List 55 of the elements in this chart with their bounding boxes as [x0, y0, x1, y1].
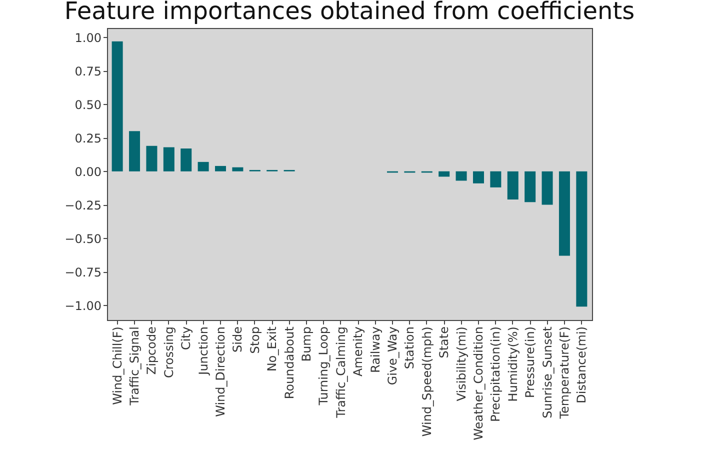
y-tick-label: 0.00 — [74, 164, 102, 179]
x-tick-label: Station — [402, 326, 417, 370]
x-tick-label: Humidity(%) — [506, 326, 520, 402]
y-tick-label: −1.00 — [64, 298, 102, 313]
y-tick-label: 0.50 — [74, 98, 102, 112]
x-tick-label: Bump — [300, 326, 314, 362]
x-tick-label: City — [179, 326, 194, 350]
x-tick-label: Turning_Loop — [316, 326, 331, 406]
bar — [524, 171, 536, 202]
x-tick-label: Weather_Condition — [471, 326, 486, 440]
x-tick-label: Traffic_Calming — [334, 326, 348, 419]
y-tick-label: 0.75 — [74, 64, 102, 78]
bar — [112, 41, 123, 172]
bar — [542, 171, 553, 205]
x-tick-label: Side — [230, 326, 245, 352]
chart-title: Feature importances obtained from coefficients — [64, 0, 635, 25]
x-tick-label: Visibility(mi) — [454, 326, 468, 402]
x-tick-label: Wind_Direction — [214, 326, 228, 417]
x-tick-label: Traffic_Signal — [128, 326, 142, 406]
y-tick-label: −0.50 — [64, 232, 102, 246]
bar — [215, 166, 226, 172]
bar — [507, 171, 518, 200]
x-tick-label: Amenity — [351, 326, 366, 377]
x-tick-label: State — [437, 326, 452, 358]
bar — [146, 146, 158, 172]
x-tick-label: Roundabout — [282, 326, 296, 400]
bar — [180, 148, 192, 172]
y-tick-label: −0.75 — [64, 265, 102, 280]
bar — [163, 147, 174, 172]
bar — [198, 162, 209, 172]
x-tick-label: Wind_Chill(F) — [110, 326, 124, 405]
x-tick-label: Zipcode — [144, 326, 159, 375]
bar — [456, 171, 467, 181]
x-tick-label: Wind_Speed(mph) — [420, 326, 434, 437]
x-tick-label: Precipitation(in) — [488, 326, 503, 422]
x-tick-label: Pressure(in) — [523, 326, 538, 398]
bar — [576, 171, 588, 307]
x-tick-label: Railway — [368, 326, 382, 373]
bar — [129, 131, 140, 172]
x-tick-label: Sunrise_Sunset — [540, 326, 554, 418]
x-tick-label: No_Exit — [265, 326, 280, 372]
x-tick-label: Junction — [196, 326, 210, 376]
bar — [438, 171, 450, 177]
bar — [490, 171, 502, 188]
y-tick-label: 1.00 — [74, 30, 102, 45]
x-tick-label: Distance(mi) — [574, 326, 589, 404]
y-tick-label: −0.25 — [64, 198, 102, 212]
bar — [232, 167, 244, 172]
x-tick-label: Stop — [248, 326, 262, 354]
bar — [558, 171, 570, 256]
x-tick-label: Temperature(F) — [557, 326, 572, 420]
x-tick-label: Give_Way — [385, 326, 400, 386]
y-tick-label: 0.25 — [74, 131, 102, 146]
x-tick-label: Crossing — [162, 326, 176, 378]
bar — [472, 171, 484, 184]
